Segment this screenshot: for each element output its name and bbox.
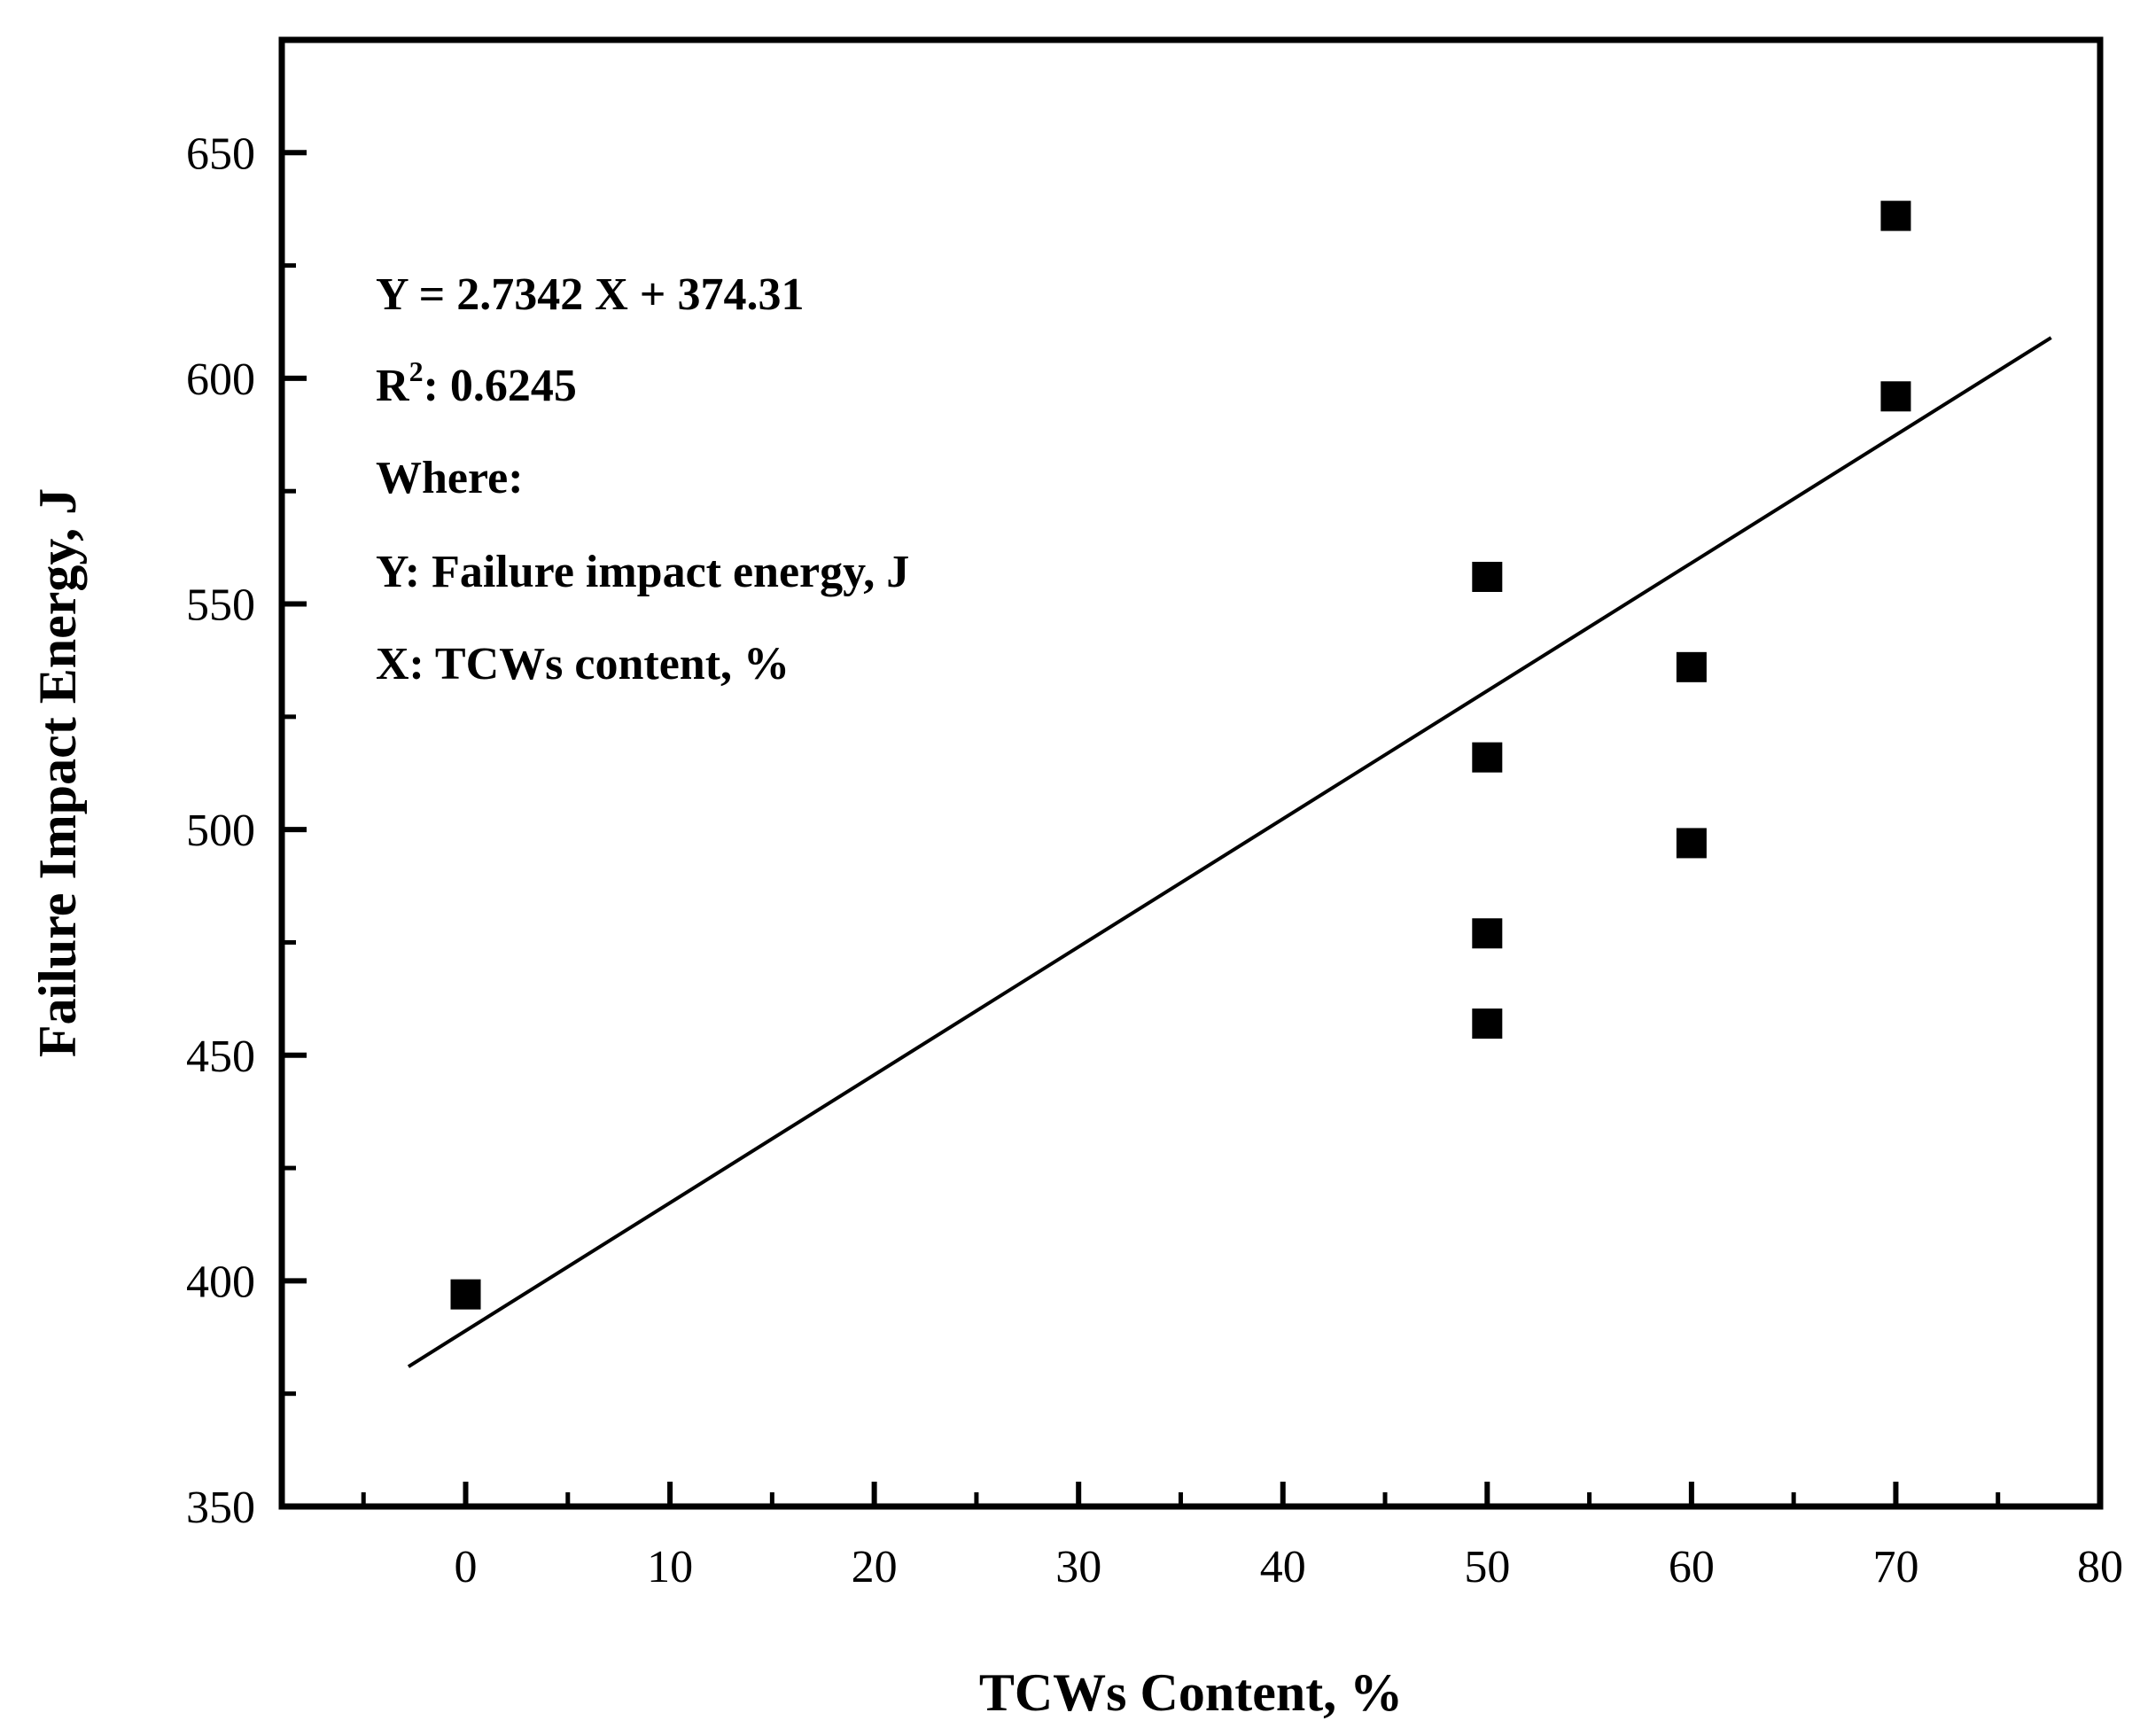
equation-text: Y = 2.7342 X + 374.31 (376, 269, 804, 320)
data-point (1472, 1008, 1503, 1039)
x-axis-tick-labels: 0 10 20 30 40 50 60 70 80 (455, 1542, 2123, 1592)
r-squared-superscript: 2 (409, 355, 424, 387)
data-point (1880, 200, 1911, 231)
data-points (450, 200, 1911, 1310)
r-squared-prefix: R (376, 361, 410, 411)
y-axis-title: Failure Impact Energy, J (28, 488, 87, 1057)
x-tick-label: 10 (647, 1542, 693, 1592)
x-tick-label: 60 (1669, 1542, 1715, 1592)
y-tick-label: 600 (186, 354, 255, 405)
data-point (1676, 651, 1707, 682)
x-tick-label: 40 (1260, 1542, 1306, 1592)
r-squared-value: : 0.6245 (424, 361, 577, 411)
y-tick-label: 650 (186, 128, 255, 179)
data-point (1676, 828, 1707, 859)
regression-annotation: Y = 2.7342 X + 374.31 R2: 0.6245 Where: … (376, 269, 909, 689)
y-tick-label: 350 (186, 1483, 255, 1533)
y-tick-label: 400 (186, 1257, 255, 1307)
data-point (450, 1279, 481, 1310)
data-point (1472, 561, 1503, 592)
x-axis-ticks (361, 1482, 2103, 1506)
regression-line (407, 336, 2052, 1368)
y-tick-label: 450 (186, 1031, 255, 1082)
y-definition-text: Y: Failure impact energy, J (376, 547, 909, 597)
x-tick-label: 70 (1872, 1542, 1918, 1592)
data-point (1472, 918, 1503, 949)
x-tick-label: 80 (2077, 1542, 2123, 1592)
y-tick-label: 550 (186, 580, 255, 631)
y-axis-ticks (282, 150, 307, 1509)
y-axis-tick-labels: 350 400 450 500 550 600 650 (186, 128, 255, 1533)
plot-frame (278, 36, 2104, 1510)
x-tick-label: 50 (1464, 1542, 1510, 1592)
x-tick-label: 0 (455, 1542, 478, 1592)
x-definition-text: X: TCWs content, % (376, 639, 790, 689)
data-point (1880, 381, 1911, 412)
where-text: Where: (376, 453, 524, 503)
x-axis-title: TCWs Content, % (979, 1663, 1403, 1722)
x-tick-label: 30 (1055, 1542, 1101, 1592)
x-tick-label: 20 (852, 1542, 898, 1592)
r-squared-text: R2: 0.6245 (376, 355, 577, 411)
data-point (1472, 742, 1503, 773)
y-tick-label: 500 (186, 806, 255, 856)
